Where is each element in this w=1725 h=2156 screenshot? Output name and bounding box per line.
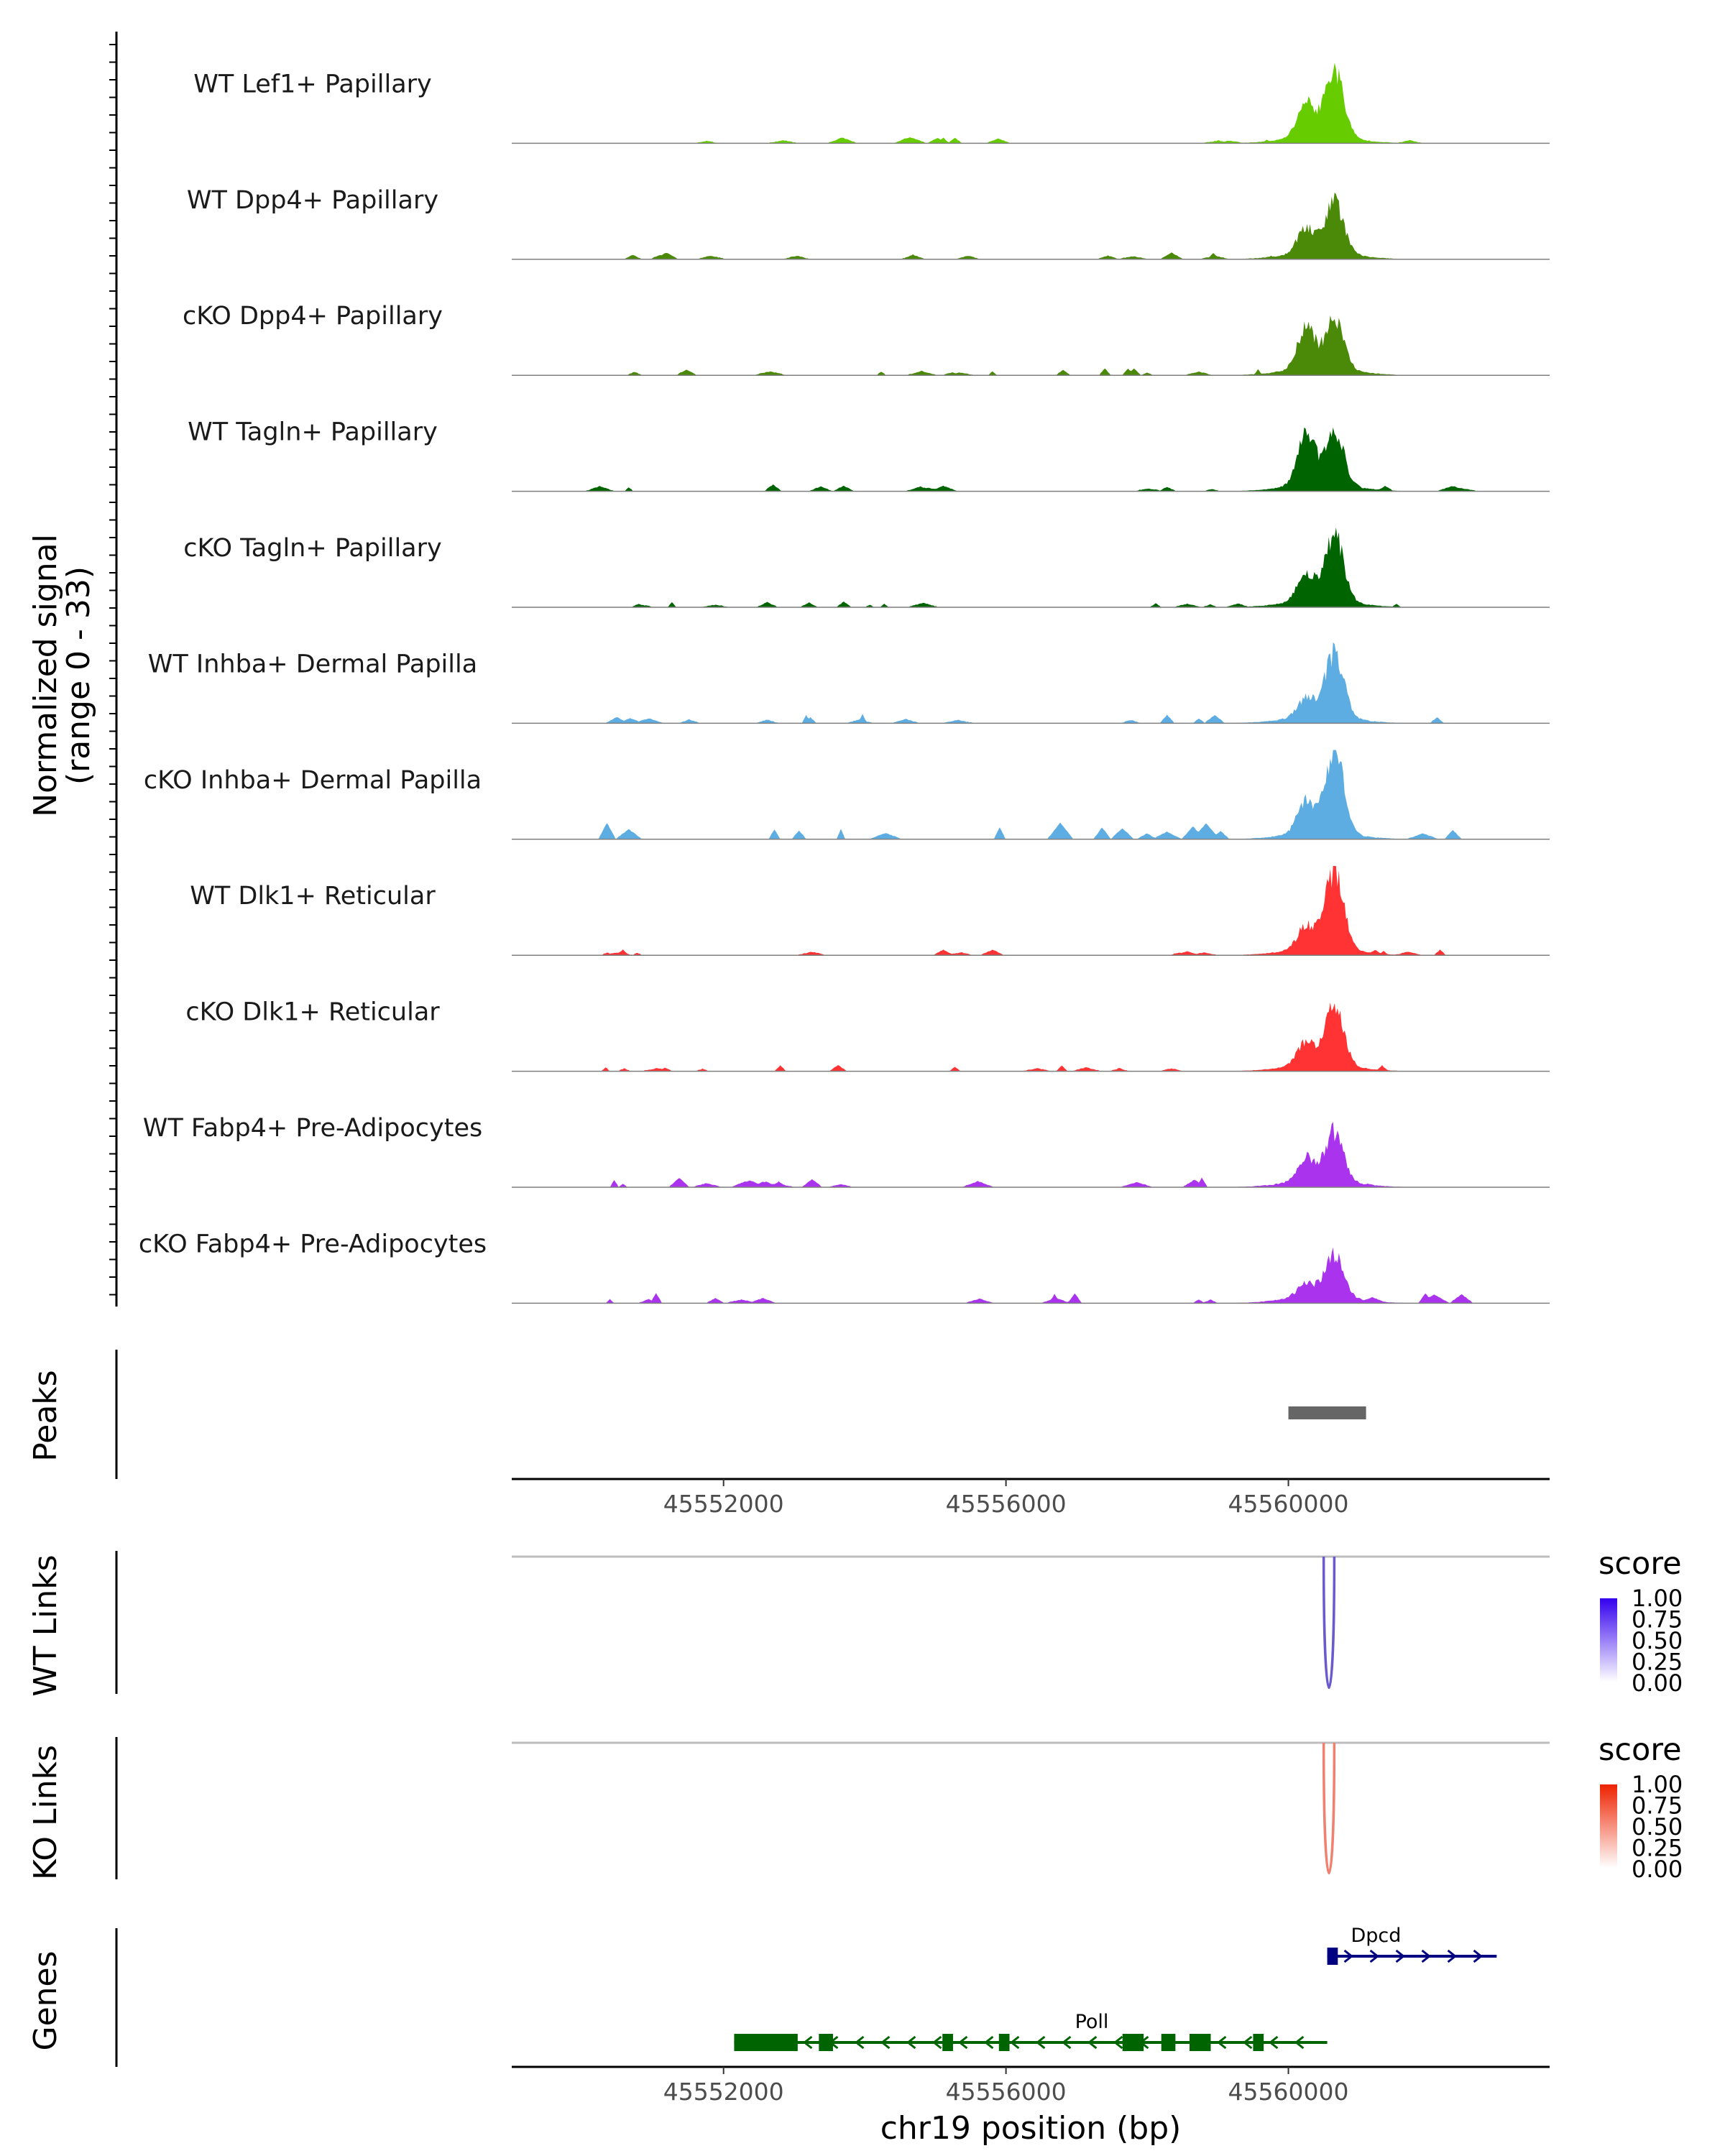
coverage-area bbox=[545, 315, 1517, 376]
x-tick-label: 45560000 bbox=[1228, 1490, 1349, 1518]
coverage-track-label: cKO Tagln+ Papillary bbox=[183, 534, 442, 563]
strand-arrow bbox=[1447, 1949, 1457, 1963]
coverage-track-label: WT Dpp4+ Papillary bbox=[187, 186, 438, 215]
genes-panel: Dpcd Poll bbox=[115, 1925, 1497, 2067]
x-tick-label: 45560000 bbox=[1228, 2078, 1349, 2106]
link-arc bbox=[1322, 1742, 1336, 1874]
strand-arrow bbox=[1421, 1949, 1431, 1963]
strand-arrow bbox=[1010, 2035, 1020, 2050]
gene-exon bbox=[819, 2034, 833, 2051]
x-tick-label: 45556000 bbox=[946, 2078, 1067, 2106]
coverage-ylabel-line1: Normalized signal bbox=[27, 534, 64, 817]
peak-region bbox=[1288, 1406, 1366, 1419]
strand-arrow bbox=[1343, 1949, 1353, 1963]
strand-arrow bbox=[1087, 2035, 1098, 2050]
strand-arrow bbox=[1395, 1949, 1405, 1963]
legend-label: 0.75 bbox=[1632, 1606, 1683, 1634]
gene-exon bbox=[1161, 2034, 1176, 2051]
gene-label: Poll bbox=[1075, 2011, 1109, 2033]
coverage-area bbox=[545, 750, 1517, 839]
x-tick-label: 45556000 bbox=[946, 1490, 1067, 1518]
gene-label: Dpcd bbox=[1351, 1925, 1401, 1947]
coverage-track-label: WT Lef1+ Papillary bbox=[193, 70, 432, 98]
coverage-panel: WT Lef1+ Papillary WT Dpp4+ Papillary cKO … bbox=[109, 32, 1550, 1307]
x-tick-label: 45552000 bbox=[663, 2078, 784, 2106]
coverage-track-label: WT Dlk1+ Reticular bbox=[190, 882, 436, 911]
gene-exon bbox=[734, 2034, 798, 2051]
coverage-ylabel-line2: (range 0 - 33) bbox=[60, 566, 97, 785]
strand-arrow bbox=[880, 2035, 891, 2050]
gene-exon bbox=[998, 2034, 1010, 2051]
legend-label: 1.00 bbox=[1632, 1585, 1683, 1612]
coverage-track-label: WT Tagln+ Papillary bbox=[188, 418, 438, 447]
genes-ylabel: Genes bbox=[27, 1950, 64, 2050]
coverage-track-label: cKO Fabp4+ Pre-Adipocytes bbox=[139, 1230, 487, 1258]
peaks-panel bbox=[115, 1350, 1366, 1479]
wt-links-ylabel: WT Links bbox=[27, 1554, 64, 1696]
strand-arrow bbox=[984, 2035, 994, 2050]
legend-label: 0.25 bbox=[1632, 1835, 1683, 1862]
strand-arrow bbox=[1269, 2035, 1279, 2050]
legend-label: 0.25 bbox=[1632, 1649, 1683, 1676]
strand-arrow bbox=[1369, 1949, 1379, 1963]
strand-arrow bbox=[1294, 2035, 1305, 2050]
coverage-track-label: cKO Dlk1+ Reticular bbox=[185, 998, 440, 1027]
strand-arrow bbox=[855, 2035, 865, 2050]
strand-arrow bbox=[1113, 2035, 1123, 2050]
legend-title: score bbox=[1598, 1546, 1682, 1582]
gene-exon bbox=[1327, 1948, 1338, 1965]
legend-label: 0.75 bbox=[1632, 1792, 1683, 1820]
strand-arrow bbox=[932, 2035, 942, 2050]
gene-exon bbox=[1122, 2034, 1144, 2051]
x-axis-title: chr19 position (bp) bbox=[880, 2110, 1182, 2147]
legend-colorbar bbox=[1600, 1784, 1617, 1868]
legend-label: 0.50 bbox=[1632, 1627, 1683, 1654]
coverage-area bbox=[545, 63, 1517, 144]
coverage-area bbox=[545, 1247, 1517, 1304]
coverage-track-label: WT Fabp4+ Pre-Adipocytes bbox=[143, 1114, 482, 1143]
strand-arrow bbox=[1473, 1949, 1483, 1963]
legend-colorbar bbox=[1600, 1598, 1617, 1682]
legend-label: 0.00 bbox=[1632, 1669, 1683, 1697]
coverage-area bbox=[545, 1122, 1517, 1187]
legend-title: score bbox=[1598, 1732, 1682, 1768]
coverage-area bbox=[545, 642, 1517, 724]
strand-arrow bbox=[1217, 2035, 1227, 2050]
coverage-track-label: WT Inhba+ Dermal Papilla bbox=[148, 650, 477, 678]
link-arc bbox=[1322, 1556, 1336, 1689]
coverage-area bbox=[545, 192, 1517, 259]
legend-label: 1.00 bbox=[1632, 1771, 1683, 1798]
legend-label: 0.00 bbox=[1632, 1856, 1683, 1883]
strand-arrow bbox=[906, 2035, 916, 2050]
x-axis-upper: 45552000 45556000 45560000 bbox=[512, 1478, 1550, 1518]
gene-exon bbox=[1253, 2034, 1264, 2051]
coverage-area bbox=[545, 527, 1517, 607]
ko-links-ylabel: KO Links bbox=[27, 1745, 64, 1880]
x-axis-lower: 45552000 45556000 45560000 bbox=[512, 2065, 1550, 2106]
x-tick-label: 45552000 bbox=[663, 1490, 784, 1518]
coverage-track-label: cKO Dpp4+ Papillary bbox=[183, 302, 443, 331]
links-panels: score1.000.750.500.250.00score1.000.750.… bbox=[115, 1546, 1683, 1883]
legend-label: 0.50 bbox=[1632, 1813, 1683, 1841]
coverage-area bbox=[545, 427, 1517, 492]
strand-arrow bbox=[803, 2035, 813, 2050]
coverage-track-label: cKO Inhba+ Dermal Papilla bbox=[144, 766, 482, 795]
coverage-area bbox=[545, 866, 1517, 956]
peaks-ylabel: Peaks bbox=[27, 1370, 64, 1461]
strand-arrow bbox=[1243, 2035, 1253, 2050]
strand-arrow bbox=[958, 2035, 968, 2050]
coverage-area bbox=[545, 1003, 1517, 1072]
strand-arrow bbox=[1062, 2035, 1072, 2050]
gene-exon bbox=[942, 2034, 953, 2051]
strand-arrow bbox=[1036, 2035, 1046, 2050]
gene-exon bbox=[1190, 2034, 1211, 2051]
